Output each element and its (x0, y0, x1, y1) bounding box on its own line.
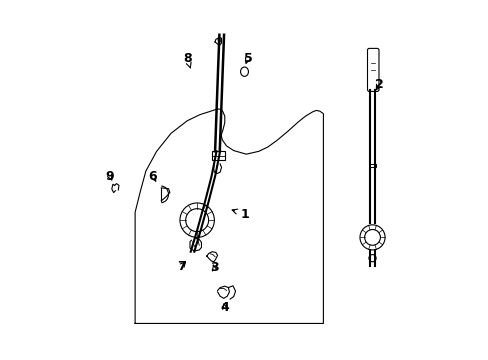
Text: 3: 3 (209, 261, 218, 274)
Text: 8: 8 (183, 51, 191, 68)
Text: 5: 5 (243, 51, 252, 64)
Text: 1: 1 (232, 208, 248, 221)
Text: 7: 7 (177, 260, 186, 273)
Bar (368, 164, 375, 167)
Bar (212, 151, 224, 160)
Text: 9: 9 (105, 170, 114, 183)
Text: 2: 2 (374, 78, 383, 91)
Text: 6: 6 (148, 170, 157, 183)
Text: 4: 4 (220, 301, 229, 314)
